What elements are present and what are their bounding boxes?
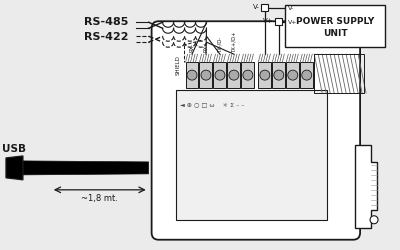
Bar — [176, 90, 327, 220]
Text: RS-485: RS-485 — [84, 17, 128, 27]
Circle shape — [288, 70, 298, 80]
Bar — [300, 62, 313, 88]
Circle shape — [302, 70, 312, 80]
Text: SHIELD: SHIELD — [176, 55, 181, 75]
Circle shape — [215, 70, 225, 80]
Text: V-: V- — [253, 4, 260, 10]
Bar — [186, 62, 198, 88]
Bar — [272, 62, 285, 88]
Bar — [200, 62, 212, 88]
Bar — [286, 62, 299, 88]
Circle shape — [243, 70, 253, 80]
Text: USB: USB — [2, 144, 26, 154]
Circle shape — [201, 70, 211, 80]
Bar — [314, 54, 364, 93]
Circle shape — [274, 70, 284, 80]
Bar — [228, 62, 240, 88]
Text: RX+: RX+ — [204, 40, 208, 52]
Circle shape — [187, 70, 197, 80]
Bar — [258, 62, 271, 88]
Text: UNIT: UNIT — [323, 29, 348, 38]
Text: TX+/D+: TX+/D+ — [232, 30, 236, 52]
Text: V-: V- — [288, 6, 294, 11]
Text: TX-/D-: TX-/D- — [218, 36, 222, 52]
Circle shape — [370, 216, 378, 224]
Bar — [275, 18, 282, 25]
Text: RX-: RX- — [190, 43, 194, 52]
Bar — [261, 4, 268, 11]
Polygon shape — [355, 145, 377, 228]
Text: POWER SUPPLY: POWER SUPPLY — [296, 17, 374, 26]
Polygon shape — [23, 161, 149, 175]
Text: V+: V+ — [288, 20, 298, 25]
Bar — [241, 62, 254, 88]
FancyBboxPatch shape — [152, 21, 360, 240]
Text: RS-422: RS-422 — [84, 32, 128, 42]
Polygon shape — [6, 156, 23, 180]
Bar — [214, 62, 226, 88]
Circle shape — [229, 70, 239, 80]
Text: ◄ ⊕ ○ □ ω    ☼ Σ – –: ◄ ⊕ ○ □ ω ☼ Σ – – — [180, 103, 244, 108]
Circle shape — [260, 70, 270, 80]
Text: V+: V+ — [263, 18, 274, 24]
Bar — [285, 5, 385, 47]
Text: ~1,8 mt.: ~1,8 mt. — [81, 194, 118, 203]
